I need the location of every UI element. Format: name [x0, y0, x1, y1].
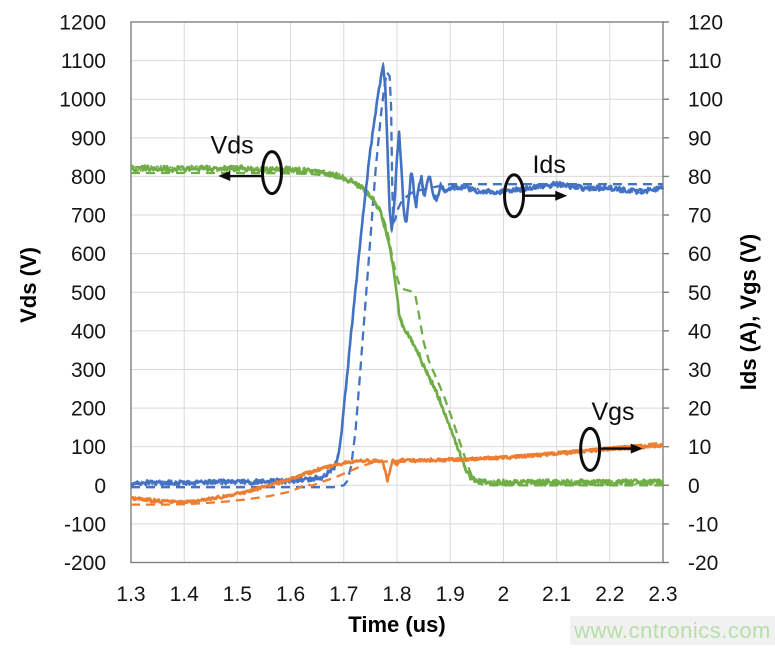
series-vgs-measured	[130, 443, 664, 504]
x-tick-label: 1.9	[436, 583, 465, 606]
left-y-tick-label: -100	[64, 513, 106, 536]
right-y-tick-label: -20	[688, 552, 718, 575]
x-tick-label: 1.7	[329, 583, 358, 606]
x-tick-label: 1.3	[116, 583, 145, 606]
x-tick-label: 2	[498, 583, 510, 606]
left-y-tick-label: 100	[71, 436, 106, 459]
left-y-tick-label: 600	[71, 243, 106, 266]
right-y-tick-label: -10	[688, 513, 718, 536]
vgs-arrow-head	[630, 443, 643, 454]
vds-arrow-head	[218, 171, 231, 182]
x-tick-label: 1.5	[223, 583, 252, 606]
left-y-tick-label: 1100	[61, 50, 106, 73]
right-y-tick-label: 100	[688, 89, 723, 112]
right-y-tick-label: 90	[688, 127, 711, 150]
vds-ellipse-marker	[260, 150, 283, 196]
left-y-tick-label: 800	[71, 166, 106, 189]
watermark-text: www.cntronics.com	[574, 617, 771, 643]
left-y-tick-label: 1000	[59, 89, 106, 112]
annotations: Vds Ids Vgs	[211, 132, 643, 472]
x-tick-label: 2.3	[648, 583, 677, 606]
left-y-axis-title: Vds (V)	[16, 247, 41, 323]
right-y-tick-label: 30	[688, 359, 711, 382]
right-y-tick-label: 60	[688, 243, 711, 266]
left-y-tick-label: 1200	[59, 12, 106, 35]
right-y-tick-label: 110	[688, 50, 721, 73]
left-y-tick-label: 200	[71, 398, 106, 421]
right-y-tick-label: 70	[688, 205, 711, 228]
x-tick-label: 2.2	[595, 583, 624, 606]
vds-annotation-label: Vds	[211, 132, 254, 160]
left-y-tick-label: 900	[71, 127, 106, 150]
ids-arrow-head	[555, 190, 568, 201]
left-y-tick-label: 700	[71, 205, 106, 228]
x-tick-label: 2.1	[542, 583, 571, 606]
left-y-tick-label: 500	[71, 282, 106, 305]
x-tick-label: 1.8	[382, 583, 411, 606]
right-y-tick-label: 10	[688, 436, 711, 459]
vgs-ellipse-marker	[579, 426, 602, 472]
right-y-tick-label: 20	[688, 398, 711, 421]
right-y-tick-label: 50	[688, 282, 711, 305]
left-y-tick-label: 300	[71, 359, 106, 382]
x-tick-label: 1.4	[170, 583, 200, 606]
right-y-axis-title: Ids (A), Vgs (V)	[736, 234, 761, 390]
watermark: www.cntronics.com	[570, 616, 775, 645]
right-y-tick-label: 40	[688, 320, 711, 343]
ids-ellipse-marker	[503, 173, 526, 219]
right-y-tick-label: 120	[688, 12, 723, 35]
right-y-tick-label: 80	[688, 166, 711, 189]
x-axis-title: Time (us)	[348, 612, 445, 637]
left-y-tick-label: 400	[71, 320, 106, 343]
left-y-tick-label: -200	[64, 552, 106, 575]
series-ids-measured	[130, 62, 664, 487]
series-vds-measured	[130, 164, 664, 487]
vgs-annotation-label: Vgs	[591, 398, 634, 426]
right-y-tick-label: 0	[688, 475, 700, 498]
right-axis-ticks	[663, 21, 669, 564]
x-tick-label: 1.6	[276, 583, 305, 606]
left-y-tick-label: 0	[94, 475, 106, 498]
axis-tick-labels: 1200110010009008007006005004003002001000…	[59, 12, 723, 607]
data-series	[129, 62, 665, 506]
ids-annotation-label: Ids	[532, 151, 565, 179]
